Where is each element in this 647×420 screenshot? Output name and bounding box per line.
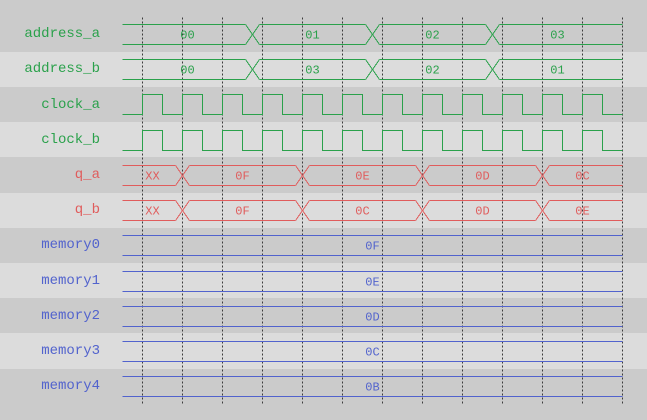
bus-value-address_b-0: 00: [180, 64, 194, 78]
bus-value-address_a-2: 02: [425, 29, 439, 43]
bus-value-q_b-0: XX: [145, 205, 159, 219]
signal-row-q_b[interactable]: q_b: [0, 192, 647, 228]
bus-value-address_b-2: 02: [425, 64, 439, 78]
signal-row-q_a[interactable]: q_a: [0, 157, 647, 193]
wave-memory0: [122, 235, 623, 256]
signal-name-memory0[interactable]: memory0: [41, 237, 100, 254]
grid-lines: [142, 17, 623, 405]
bus-value-q_a-2: 0E: [355, 170, 369, 184]
bus-value-memory4-0: 0B: [365, 381, 379, 395]
bus-value-q_a-4: 0C: [575, 170, 589, 184]
signal-row-clock_a[interactable]: clock_a: [0, 86, 647, 123]
signal-row-address_b[interactable]: address_b: [0, 51, 647, 87]
signal-name-q_a[interactable]: q_a: [74, 166, 100, 183]
bus-value-address_b-3: 01: [550, 64, 564, 78]
bus-value-memory0-0: 0F: [365, 240, 379, 254]
wave-q_b: [122, 200, 623, 221]
signal-row-memory2[interactable]: memory2: [0, 298, 647, 334]
wave-memory1: [122, 271, 623, 292]
bus-value-memory2-0: 0D: [365, 311, 379, 325]
bus-value-q_a-0: XX: [145, 170, 159, 184]
signal-name-address_a[interactable]: address_a: [24, 26, 100, 43]
bus-value-memory3-0: 0C: [365, 346, 379, 360]
signal-name-memory2[interactable]: memory2: [41, 307, 100, 324]
signal-row-clock_b[interactable]: clock_b: [0, 122, 647, 158]
bus-value-q_b-1: 0F: [235, 205, 249, 219]
bus-value-address_b-1: 03: [305, 64, 319, 78]
wave-q_a: [122, 165, 623, 186]
signal-name-memory4[interactable]: memory4: [41, 378, 100, 395]
wave-address_a: [122, 24, 623, 45]
wave-clock_b: [122, 130, 623, 151]
wave-address_b: [122, 59, 623, 80]
signal-row-memory0[interactable]: memory0: [0, 227, 647, 263]
bus-value-q_b-3: 0D: [475, 205, 489, 219]
signal-row-memory4[interactable]: memory4: [0, 368, 647, 404]
waveform-layer: 00 01 02 03 00 03 02 01 XX 0F 0E 0D 0C XX 0F 0C 0D 0E 0F 0E…: [122, 17, 623, 405]
bus-value-q_a-3: 0D: [475, 170, 489, 184]
signal-name-clock_a[interactable]: clock_a: [41, 96, 100, 113]
bus-value-memory1-0: 0E: [365, 276, 379, 290]
bus-value-address_a-3: 03: [550, 29, 564, 43]
bus-value-q_b-4: 0E: [575, 205, 589, 219]
wave-memory2: [122, 306, 623, 327]
signal-name-address_b[interactable]: address_b: [24, 61, 100, 78]
wave-memory3: [122, 341, 623, 362]
signal-row-address_a[interactable]: address_a: [0, 16, 647, 52]
bus-value-q_a-1: 0F: [235, 170, 249, 184]
bus-value-address_a-0: 00: [180, 29, 194, 43]
bus-value-address_a-1: 01: [305, 29, 319, 43]
bus-value-q_b-2: 0C: [355, 205, 369, 219]
signal-row-memory3[interactable]: memory3: [0, 333, 647, 369]
signal-name-memory1[interactable]: memory1: [41, 272, 100, 289]
signal-name-memory3[interactable]: memory3: [41, 342, 100, 359]
wave-memory4: [122, 376, 623, 397]
wave-clock_a: [122, 94, 623, 115]
signal-name-clock_b[interactable]: clock_b: [41, 131, 100, 148]
signal-name-q_b[interactable]: q_b: [74, 202, 100, 219]
signal-row-memory1[interactable]: memory1: [0, 262, 647, 299]
signal-rows: address_a address_b clock_a clock_b q_a …: [0, 16, 647, 404]
